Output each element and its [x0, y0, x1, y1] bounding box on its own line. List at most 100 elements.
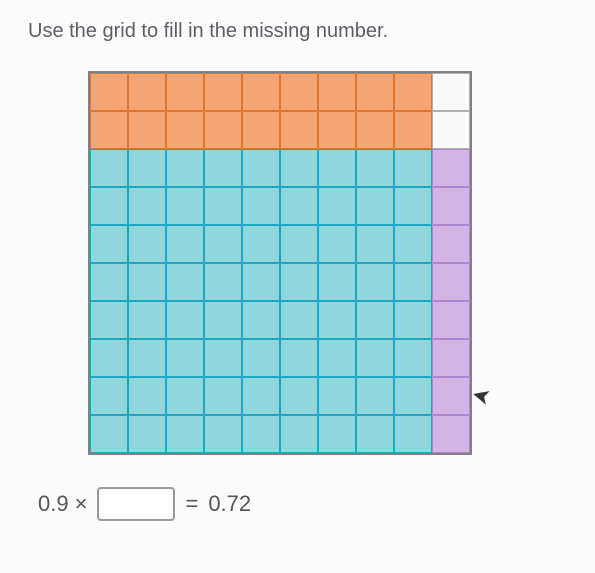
equation-row: 0.9 × = 0.72	[38, 487, 567, 521]
grid-cell	[242, 225, 280, 263]
grid-cell	[204, 263, 242, 301]
grid-cell	[204, 187, 242, 225]
grid-cell	[90, 377, 128, 415]
grid-cell	[166, 301, 204, 339]
grid-cell	[280, 415, 318, 453]
grid-cell	[280, 263, 318, 301]
grid-cell	[280, 73, 318, 111]
grid-cell	[394, 263, 432, 301]
grid-cell	[242, 301, 280, 339]
grid-cell	[280, 301, 318, 339]
grid-cell	[90, 263, 128, 301]
grid-cell	[432, 415, 470, 453]
grid-cell	[356, 339, 394, 377]
grid-cell	[128, 73, 166, 111]
grid-cell	[318, 225, 356, 263]
grid-cell	[204, 73, 242, 111]
grid-cell	[128, 377, 166, 415]
grid-cell	[356, 149, 394, 187]
grid-cell	[166, 263, 204, 301]
grid-cell	[204, 415, 242, 453]
hundredths-grid	[88, 71, 472, 455]
grid-cell	[318, 187, 356, 225]
grid-cell	[128, 263, 166, 301]
grid-cell	[166, 339, 204, 377]
grid-cell	[394, 149, 432, 187]
grid-cell	[432, 111, 470, 149]
grid-cell	[128, 301, 166, 339]
grid-container: ➤	[88, 71, 472, 455]
grid-cell	[242, 377, 280, 415]
grid-cell	[166, 377, 204, 415]
grid-cell	[128, 225, 166, 263]
grid-cell	[394, 225, 432, 263]
grid-cell	[166, 415, 204, 453]
grid-cell	[128, 111, 166, 149]
grid-cell	[394, 111, 432, 149]
grid-cell	[242, 187, 280, 225]
grid-cell	[318, 263, 356, 301]
grid-cell	[432, 301, 470, 339]
grid-cell	[432, 339, 470, 377]
grid-cell	[90, 111, 128, 149]
grid-cell	[318, 73, 356, 111]
grid-cell	[280, 111, 318, 149]
grid-cell	[242, 149, 280, 187]
grid-cell	[394, 339, 432, 377]
grid-cell	[280, 149, 318, 187]
grid-cell	[356, 301, 394, 339]
grid-cell	[280, 339, 318, 377]
grid-cell	[90, 339, 128, 377]
grid-cell	[204, 149, 242, 187]
grid-cell	[242, 263, 280, 301]
grid-cell	[394, 187, 432, 225]
equals-symbol: =	[185, 491, 198, 517]
grid-cell	[242, 339, 280, 377]
grid-cell	[242, 73, 280, 111]
grid-cell	[318, 111, 356, 149]
grid-cell	[166, 111, 204, 149]
grid-cell	[90, 301, 128, 339]
grid-cell	[394, 377, 432, 415]
grid-cell	[90, 415, 128, 453]
grid-cell	[166, 225, 204, 263]
grid-cell	[90, 187, 128, 225]
grid-cell	[356, 225, 394, 263]
grid-cell	[90, 149, 128, 187]
grid-cell	[356, 187, 394, 225]
grid-cell	[394, 73, 432, 111]
grid-cell	[204, 301, 242, 339]
grid-cell	[280, 225, 318, 263]
grid-cell	[356, 415, 394, 453]
grid-cell	[356, 111, 394, 149]
grid-cell	[90, 73, 128, 111]
grid-cell	[432, 377, 470, 415]
grid-cell	[128, 415, 166, 453]
grid-cell	[166, 187, 204, 225]
grid-cell	[432, 187, 470, 225]
factor-left: 0.9	[38, 491, 69, 517]
cursor-icon: ➤	[469, 381, 494, 411]
grid-cell	[432, 73, 470, 111]
result-value: 0.72	[208, 491, 251, 517]
grid-cell	[166, 73, 204, 111]
grid-cell	[432, 263, 470, 301]
times-symbol: ×	[75, 491, 88, 517]
answer-input[interactable]	[97, 487, 175, 521]
grid-cell	[318, 301, 356, 339]
grid-cell	[204, 339, 242, 377]
grid-cell	[280, 187, 318, 225]
grid-cell	[318, 339, 356, 377]
grid-cell	[318, 377, 356, 415]
grid-cell	[204, 377, 242, 415]
grid-cell	[318, 415, 356, 453]
grid-cell	[432, 149, 470, 187]
grid-cell	[128, 187, 166, 225]
grid-cell	[318, 149, 356, 187]
grid-cell	[356, 263, 394, 301]
grid-cell	[128, 149, 166, 187]
grid-cell	[128, 339, 166, 377]
grid-cell	[432, 225, 470, 263]
grid-cell	[394, 415, 432, 453]
grid-cell	[166, 149, 204, 187]
